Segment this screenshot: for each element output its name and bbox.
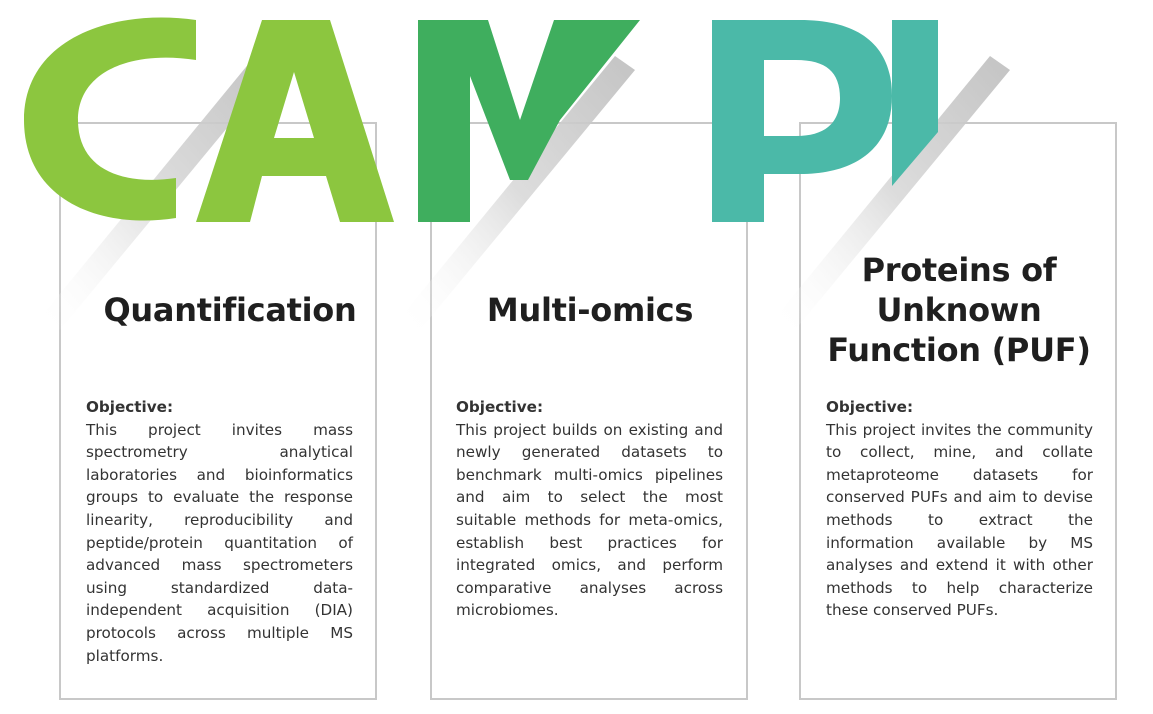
logo-letter-i bbox=[892, 20, 938, 186]
card-title: Multi-omics bbox=[486, 291, 694, 329]
card-body: Objective: This project builds on existi… bbox=[456, 396, 723, 622]
objective-text: This project invites the community to co… bbox=[826, 420, 1093, 620]
logo-letter-p bbox=[712, 20, 892, 222]
objective-label: Objective: bbox=[86, 398, 174, 416]
card-title: Proteins of Unknown Function (PUF) bbox=[827, 251, 1091, 369]
objective-text: This project invites mass spectrometry a… bbox=[86, 420, 353, 665]
card-title: Quantification bbox=[103, 291, 357, 329]
logo-letter-m bbox=[418, 20, 640, 222]
logo-letter-a bbox=[196, 20, 394, 222]
objective-label: Objective: bbox=[456, 398, 544, 416]
card-body: Objective: This project invites mass spe… bbox=[86, 396, 353, 667]
logo-letter-c bbox=[24, 17, 196, 221]
objective-label: Objective: bbox=[826, 398, 914, 416]
card-body: Objective: This project invites the comm… bbox=[826, 396, 1093, 622]
objective-text: This project builds on existing and newl… bbox=[456, 420, 723, 620]
